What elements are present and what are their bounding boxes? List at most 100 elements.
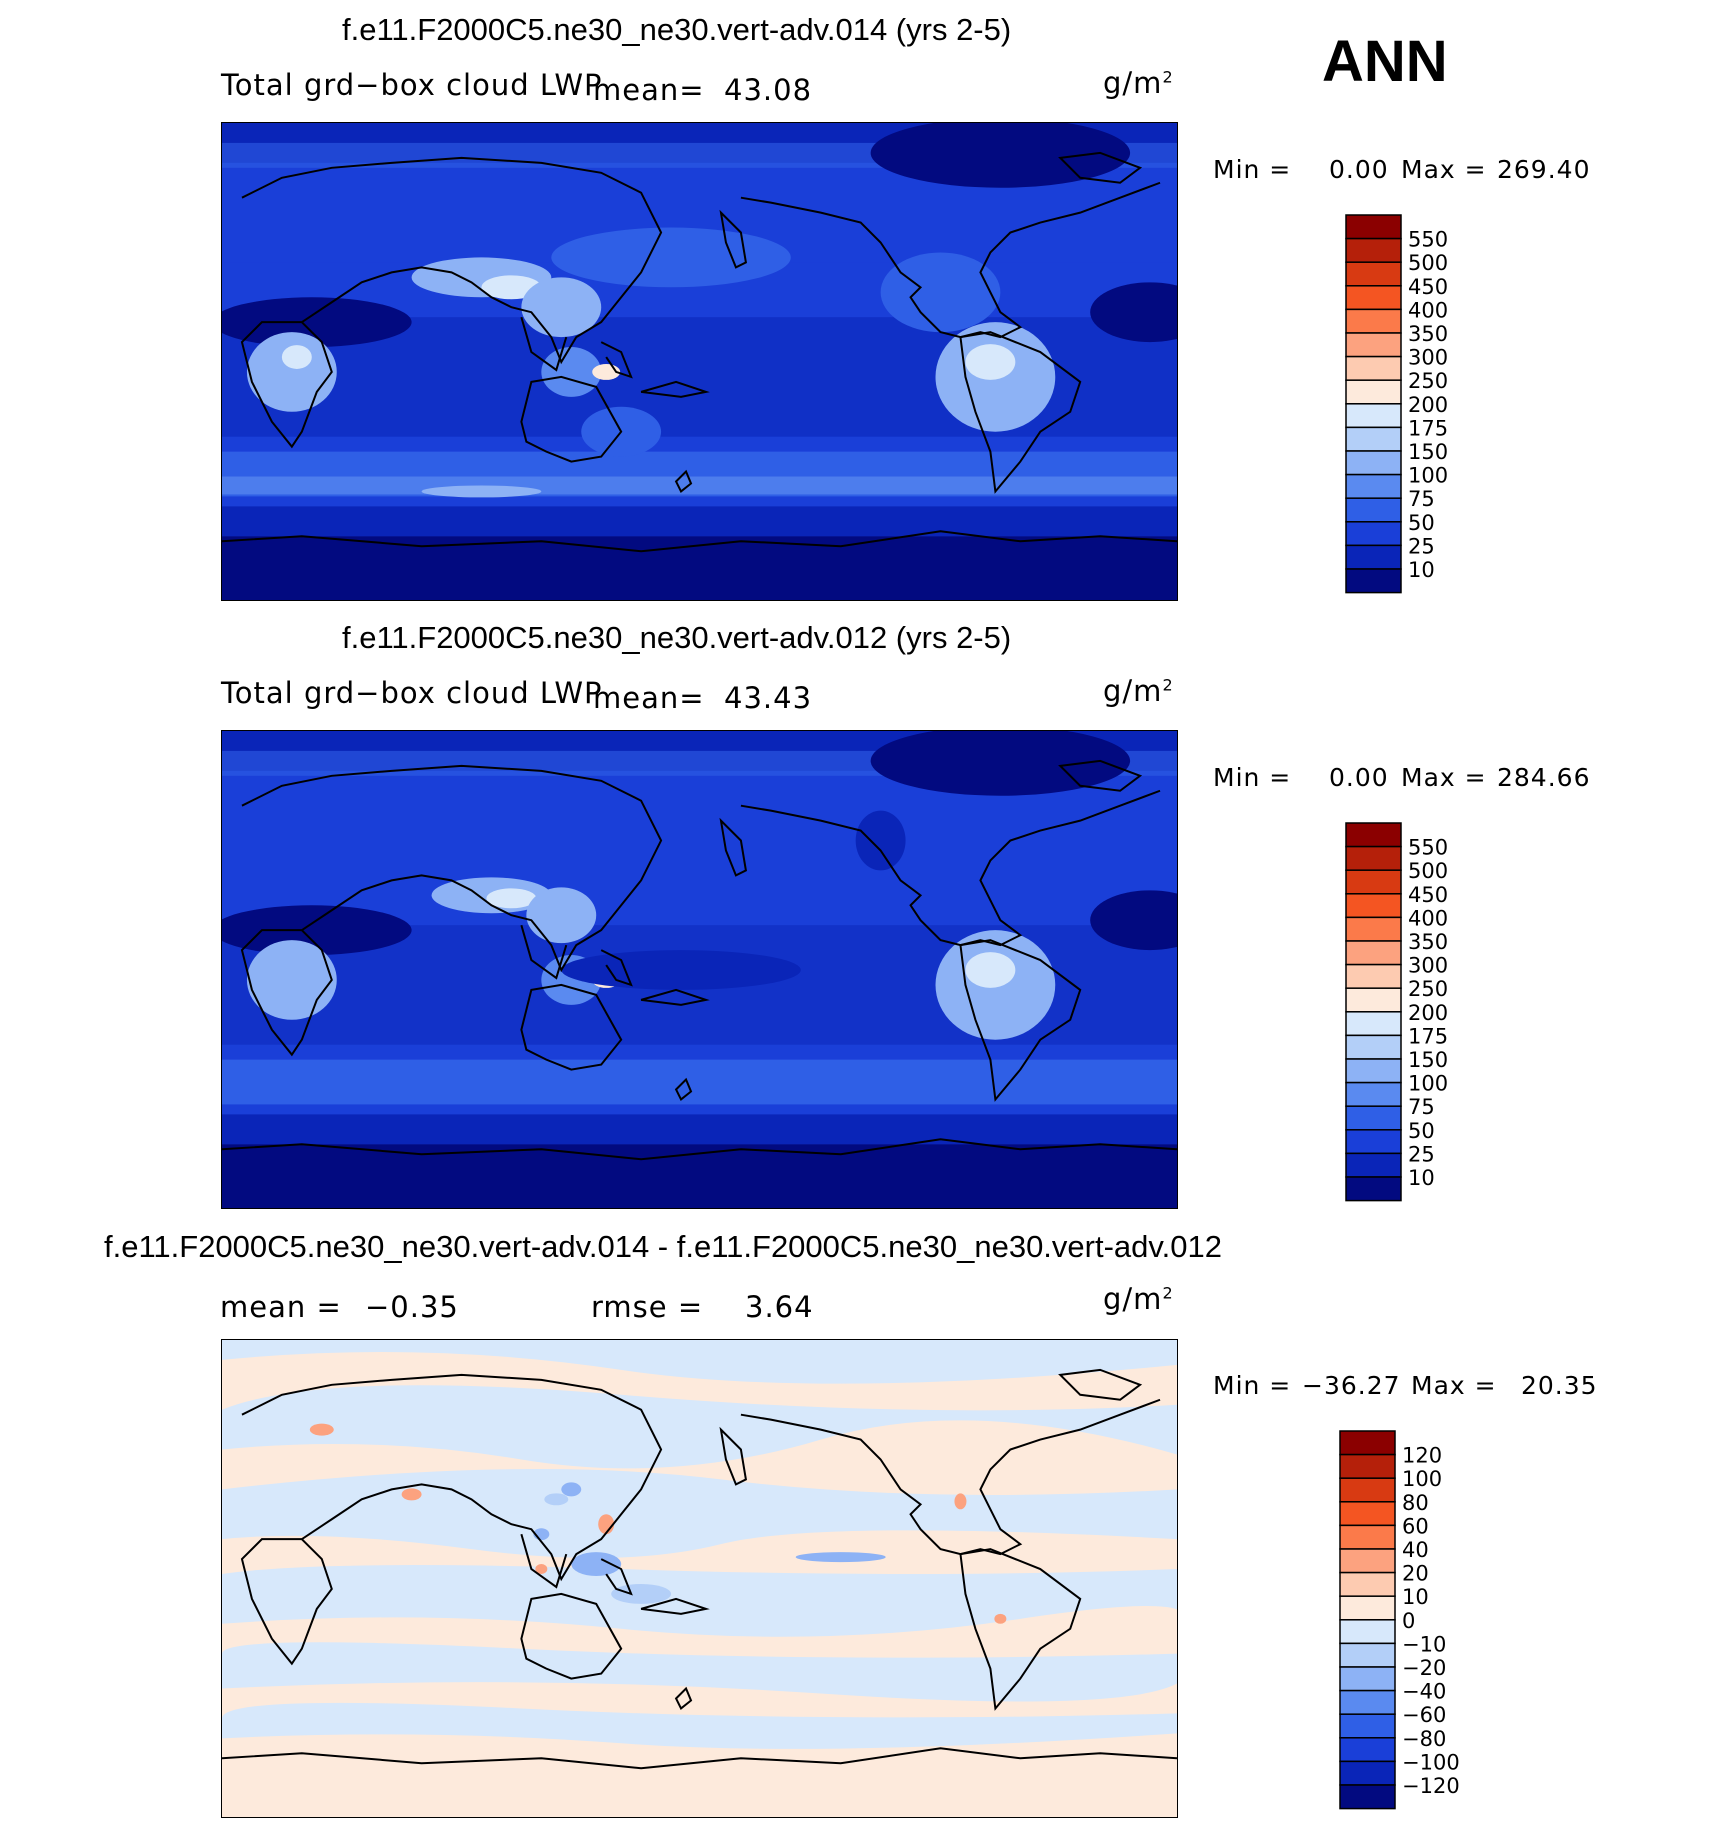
colorbar-swatch (1345, 1176, 1402, 1202)
colorbar-swatch (1339, 1501, 1396, 1527)
colorbar-tick-label: 400 (1408, 298, 1448, 322)
colorbar-swatch (1345, 963, 1402, 989)
colorbar-tick-label: 25 (1408, 1142, 1435, 1166)
colorbar-tick-label: 500 (1408, 859, 1448, 883)
colorbar-swatch (1345, 1129, 1402, 1155)
colorbar-tick-label: 50 (1408, 1119, 1435, 1143)
colorbar-tick-label: 75 (1408, 487, 1435, 511)
colorbar-swatch (1345, 521, 1402, 547)
panel3-colorbar: 120 100 80 60 40 20 10 0 −10 −20 −40 −60 −80 −100 −120 (1339, 1430, 1510, 1811)
colorbar-tick-label: −80 (1402, 1727, 1446, 1751)
colorbar-swatch (1345, 403, 1402, 429)
panel3-max-label: Max = (1411, 1371, 1497, 1400)
colorbar-tick-label: 20 (1402, 1562, 1429, 1586)
panel2-mean-label: mean= (593, 681, 705, 715)
panel3-map (221, 1339, 1178, 1818)
panel2-max-label: Max = (1401, 763, 1487, 792)
colorbar-swatch (1345, 568, 1402, 594)
panel1-mean-label: mean= (593, 73, 705, 107)
colorbar-swatch (1345, 1105, 1402, 1131)
colorbar-tick-label: 550 (1408, 836, 1448, 860)
colorbar-swatch (1339, 1737, 1396, 1763)
panel1-min-label: Min = (1213, 155, 1292, 184)
colorbar-tick-label: 50 (1408, 511, 1435, 535)
colorbar-tick-label: −60 (1402, 1703, 1446, 1727)
colorbar-swatch (1339, 1453, 1396, 1479)
panel2-variable: Total grd−box cloud LWP (221, 676, 603, 710)
colorbar-tick-label: 300 (1408, 954, 1448, 978)
panel2-colorbar: 550 500 450 400 350 300 250 200 175 150 100 75 50 25 1… (1345, 822, 1506, 1203)
colorbar-swatch (1345, 355, 1402, 381)
colorbar-swatch (1339, 1430, 1396, 1456)
colorbar-tick-label: 250 (1408, 369, 1448, 393)
panel3-mean-label: mean = (220, 1290, 342, 1324)
panel3-rmse-label: rmse = (591, 1290, 704, 1324)
colorbar-tick-label: 200 (1408, 393, 1448, 417)
colorbar-swatch (1345, 940, 1402, 966)
colorbar-swatch (1339, 1595, 1396, 1621)
colorbar-tick-label: 450 (1408, 275, 1448, 299)
colorbar-tick-label: 40 (1402, 1538, 1429, 1562)
panel1-max-label: Max = (1401, 155, 1487, 184)
colorbar-tick-label: 150 (1408, 1048, 1448, 1072)
panel2-title: f.e11.F2000C5.ne30_ne30.vert-adv.012 (yr… (342, 620, 1012, 655)
colorbar-tick-label: −40 (1402, 1680, 1446, 1704)
panel2-map (221, 730, 1178, 1209)
colorbar-tick-label: 175 (1408, 1024, 1448, 1048)
colorbar-swatch (1345, 544, 1402, 570)
colorbar-swatch (1345, 308, 1402, 334)
panel3-units: g/m2 (1103, 1282, 1174, 1316)
colorbar-tick-label: 400 (1408, 906, 1448, 930)
panel2-min-value: 0.00 (1329, 763, 1389, 792)
panel3-rmse-value: 3.64 (745, 1290, 814, 1324)
colorbar-tick-label: 150 (1408, 440, 1448, 464)
colorbar-swatch (1345, 1011, 1402, 1037)
colorbar-tick-label: 10 (1402, 1585, 1429, 1609)
colorbar-swatch (1345, 473, 1402, 499)
colorbar-swatch (1339, 1760, 1396, 1786)
colorbar-swatch (1345, 332, 1402, 358)
colorbar-tick-label: 250 (1408, 977, 1448, 1001)
colorbar-swatch (1345, 450, 1402, 476)
season-label: ANN (1322, 29, 1448, 94)
panel3-min-value: −36.27 (1302, 1371, 1401, 1400)
colorbar-tick-label: 350 (1408, 930, 1448, 954)
colorbar-swatch (1339, 1571, 1396, 1597)
panel1-mean-value: 43.08 (724, 73, 813, 107)
panel1-units: g/m2 (1103, 66, 1174, 100)
colorbar-swatch (1345, 285, 1402, 311)
colorbar-tick-label: −120 (1402, 1774, 1460, 1798)
colorbar-swatch (1339, 1689, 1396, 1715)
panel3-mean-value: −0.35 (365, 1290, 459, 1324)
colorbar-tick-label: 100 (1408, 1072, 1448, 1096)
colorbar-tick-label: −100 (1402, 1750, 1460, 1774)
colorbar-swatch (1339, 1548, 1396, 1574)
panel3-min-label: Min = (1213, 1371, 1292, 1400)
colorbar-swatch (1339, 1784, 1396, 1810)
panel1-map (221, 122, 1178, 601)
colorbar-tick-label: 450 (1408, 883, 1448, 907)
colorbar-swatch (1345, 497, 1402, 523)
colorbar-swatch (1345, 822, 1402, 848)
colorbar-swatch (1339, 1524, 1396, 1550)
colorbar-swatch (1345, 916, 1402, 942)
colorbar-swatch (1345, 869, 1402, 895)
colorbar-tick-label: 550 (1408, 228, 1448, 252)
panel1-variable: Total grd−box cloud LWP (221, 68, 603, 102)
colorbar-swatch (1345, 1034, 1402, 1060)
colorbar-swatch (1339, 1713, 1396, 1739)
panel2-units: g/m2 (1103, 674, 1174, 708)
colorbar-swatch (1345, 845, 1402, 871)
panel2-mean-value: 43.43 (724, 681, 813, 715)
colorbar-tick-label: 60 (1402, 1514, 1429, 1538)
colorbar-swatch (1339, 1619, 1396, 1645)
colorbar-tick-label: 100 (1408, 464, 1448, 488)
colorbar-tick-label: 350 (1408, 322, 1448, 346)
colorbar-swatch (1345, 214, 1402, 240)
panel1-title: f.e11.F2000C5.ne30_ne30.vert-adv.014 (yr… (342, 12, 1012, 47)
colorbar-swatch (1345, 893, 1402, 919)
colorbar-swatch (1345, 426, 1402, 452)
colorbar-swatch (1345, 1081, 1402, 1107)
colorbar-swatch (1345, 1152, 1402, 1178)
colorbar-tick-label: 175 (1408, 416, 1448, 440)
